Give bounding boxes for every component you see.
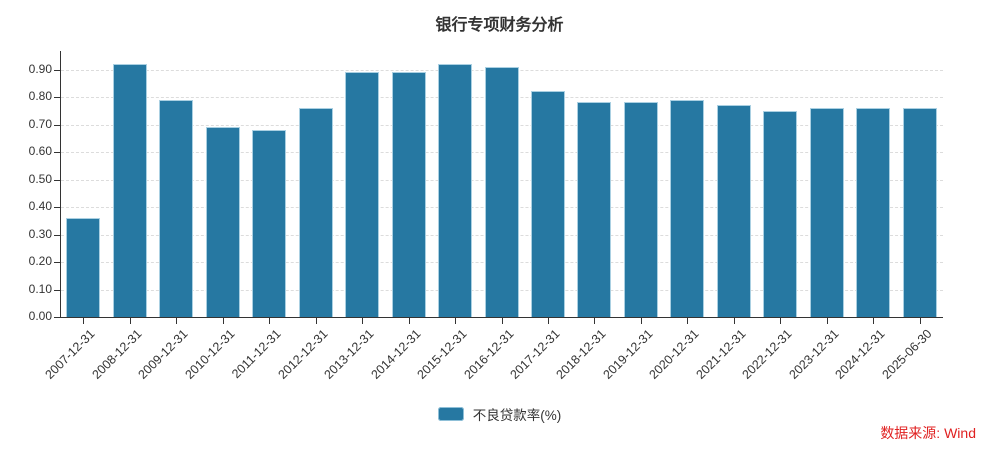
bar-2010-12-31[interactable] <box>206 127 240 317</box>
y-axis-label: 0.90 <box>28 61 52 76</box>
bar-2013-12-31[interactable] <box>345 72 379 317</box>
y-axis-tick <box>54 317 60 318</box>
y-axis-label: 0.50 <box>28 171 52 186</box>
y-axis-tick <box>54 97 60 98</box>
bar-2024-12-31[interactable] <box>856 108 890 317</box>
x-axis-tick <box>176 318 177 324</box>
x-axis-tick <box>594 318 595 324</box>
bar-2021-12-31[interactable] <box>717 105 751 317</box>
bar-2007-12-31[interactable] <box>66 218 100 317</box>
y-axis-label: 0.40 <box>28 199 52 213</box>
x-axis-tick <box>223 318 224 324</box>
y-axis-tick <box>54 234 60 236</box>
bar-2012-12-31[interactable] <box>299 108 333 317</box>
chart-legend: 不良贷款率(%) <box>0 404 999 424</box>
bar-2009-12-31[interactable] <box>159 100 193 317</box>
bar-2017-12-31[interactable] <box>531 91 565 317</box>
y-axis-tick <box>54 152 60 153</box>
x-axis-tick <box>83 318 84 324</box>
x-axis-tick <box>548 318 549 324</box>
bar-2016-12-31[interactable] <box>485 67 519 317</box>
y-axis-tick <box>54 69 60 71</box>
y-axis-line <box>60 51 61 318</box>
y-axis-label: 0.60 <box>28 144 52 158</box>
bar-2018-12-31[interactable] <box>577 102 611 317</box>
y-axis-label: 0.10 <box>28 281 52 296</box>
bar-2023-12-31[interactable] <box>810 108 844 317</box>
bar-2020-12-31[interactable] <box>670 100 704 317</box>
x-axis-tick <box>362 318 363 324</box>
bar-2019-12-31[interactable] <box>624 102 658 317</box>
y-axis-tick <box>54 179 60 181</box>
bar-2015-12-31[interactable] <box>438 64 472 317</box>
x-axis-tick <box>502 318 503 324</box>
legend-label: 不良贷款率(%) <box>472 408 562 423</box>
data-source-note: 数据来源: Wind <box>880 425 976 441</box>
y-axis-label: 0.70 <box>28 116 52 131</box>
bar-2011-12-31[interactable] <box>252 130 286 317</box>
x-axis-tick <box>734 318 735 324</box>
bar-2022-12-31[interactable] <box>763 111 797 317</box>
y-axis-tick <box>54 262 60 263</box>
y-axis-tick <box>54 289 60 291</box>
bar-2014-12-31[interactable] <box>392 72 426 317</box>
x-axis-tick <box>873 318 874 324</box>
x-axis-tick <box>130 318 131 324</box>
x-axis-tick <box>316 318 317 324</box>
x-axis-tick <box>455 318 456 324</box>
x-axis-tick <box>687 318 688 324</box>
y-axis-tick <box>54 207 60 208</box>
legend-swatch-icon <box>437 407 464 421</box>
y-axis-label: 0.30 <box>28 226 52 241</box>
y-axis-label: 0.20 <box>28 254 52 268</box>
x-axis-tick <box>269 318 270 324</box>
y-axis-tick <box>54 124 60 126</box>
x-axis-line <box>60 317 943 318</box>
chart-title: 银行专项财务分析 <box>435 17 564 34</box>
y-axis-label: 0.00 <box>28 309 52 323</box>
x-axis-tick <box>409 318 410 324</box>
x-axis-tick <box>920 318 921 324</box>
bar-2008-12-31[interactable] <box>113 64 147 317</box>
x-axis-tick <box>827 318 828 324</box>
x-axis-tick <box>780 318 781 324</box>
x-axis-tick <box>641 318 642 324</box>
y-axis-label: 0.80 <box>28 89 52 103</box>
legend-item-npl-ratio[interactable]: 不良贷款率(%) <box>437 404 562 424</box>
bar-2025-06-30[interactable] <box>903 108 937 317</box>
